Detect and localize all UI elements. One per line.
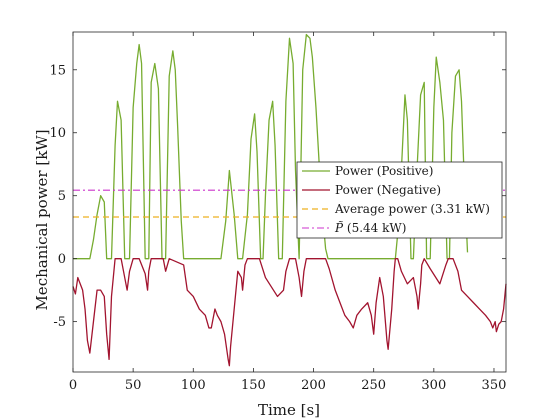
legend-box: [296, 161, 503, 239]
y-axis-label: Mechanical power [kW]: [33, 129, 51, 310]
x-tick-label: 200: [301, 378, 326, 393]
x-tick-label: 300: [421, 378, 446, 393]
x-tick-label: 50: [125, 378, 142, 393]
legend-label-ptilde-rest: (5.44 kW): [343, 221, 406, 235]
axes-layer: [72, 31, 507, 373]
y-tick-label: -5: [53, 315, 66, 330]
x-tick-label: 250: [361, 378, 386, 393]
legend-label-negative: Power (Negative): [335, 183, 441, 197]
legend-label-ptilde-symbol: P̃: [334, 220, 344, 235]
x-axis-label: Time [s]: [258, 401, 320, 419]
x-tick-label: 350: [482, 378, 507, 393]
y-tick-label: 5: [58, 189, 66, 204]
y-tick-label: 10: [49, 126, 66, 141]
legend-label-ptilde: P̃ (5.44 kW): [334, 220, 406, 235]
series-line-positive: [73, 33, 469, 260]
y-tick-label: 15: [49, 63, 66, 78]
x-tick-label: 100: [181, 378, 206, 393]
series-line-negative: [72, 258, 507, 367]
legend-label-average: Average power (3.31 kW): [334, 202, 490, 216]
x-tick-label: 0: [69, 378, 77, 393]
ticks-layer: 0 50 100 150 200 250 300 350 -5 0 5 10 15: [49, 32, 506, 393]
axes-box: [72, 31, 507, 373]
y-tick-label: 0: [58, 252, 66, 267]
legend-label-positive: Power (Positive): [335, 164, 433, 178]
x-tick-label: 150: [241, 378, 266, 393]
legend: Power (Positive) Power (Negative) Averag…: [296, 161, 503, 239]
